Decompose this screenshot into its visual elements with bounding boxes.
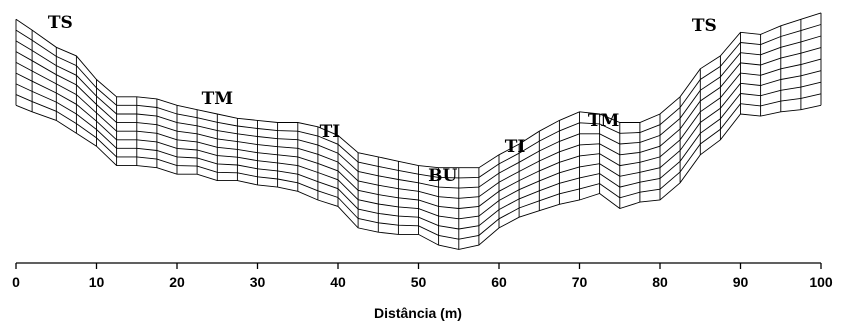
x-axis-ticks: 0 10 20 30 40 50 60 70 80 90 100	[12, 263, 833, 290]
x-tick-label: 50	[411, 274, 427, 290]
zone-label-bu: BU	[428, 166, 457, 186]
x-tick-label: 80	[652, 274, 668, 290]
zone-label-ti-left: TI	[320, 122, 341, 142]
x-tick-label: 10	[89, 274, 105, 290]
x-tick-label: 40	[330, 274, 346, 290]
x-tick-label: 60	[491, 274, 507, 290]
zone-label-tm-left: TM	[202, 89, 234, 109]
x-tick-label: 70	[572, 274, 588, 290]
zone-labels: TS TM TI BU TI TM TS	[48, 13, 717, 186]
terrain-mesh	[15, 12, 822, 250]
x-tick-label: 90	[733, 274, 749, 290]
x-tick-label: 100	[809, 274, 833, 290]
zone-label-ts-right: TS	[692, 16, 717, 36]
zone-label-ts-left: TS	[48, 13, 73, 33]
x-tick-label: 0	[12, 274, 20, 290]
x-tick-label: 20	[169, 274, 185, 290]
zone-label-tm-right: TM	[588, 111, 620, 131]
x-axis-title: Distância (m)	[374, 305, 462, 321]
zone-label-ti-right: TI	[505, 137, 526, 157]
x-tick-label: 30	[250, 274, 266, 290]
